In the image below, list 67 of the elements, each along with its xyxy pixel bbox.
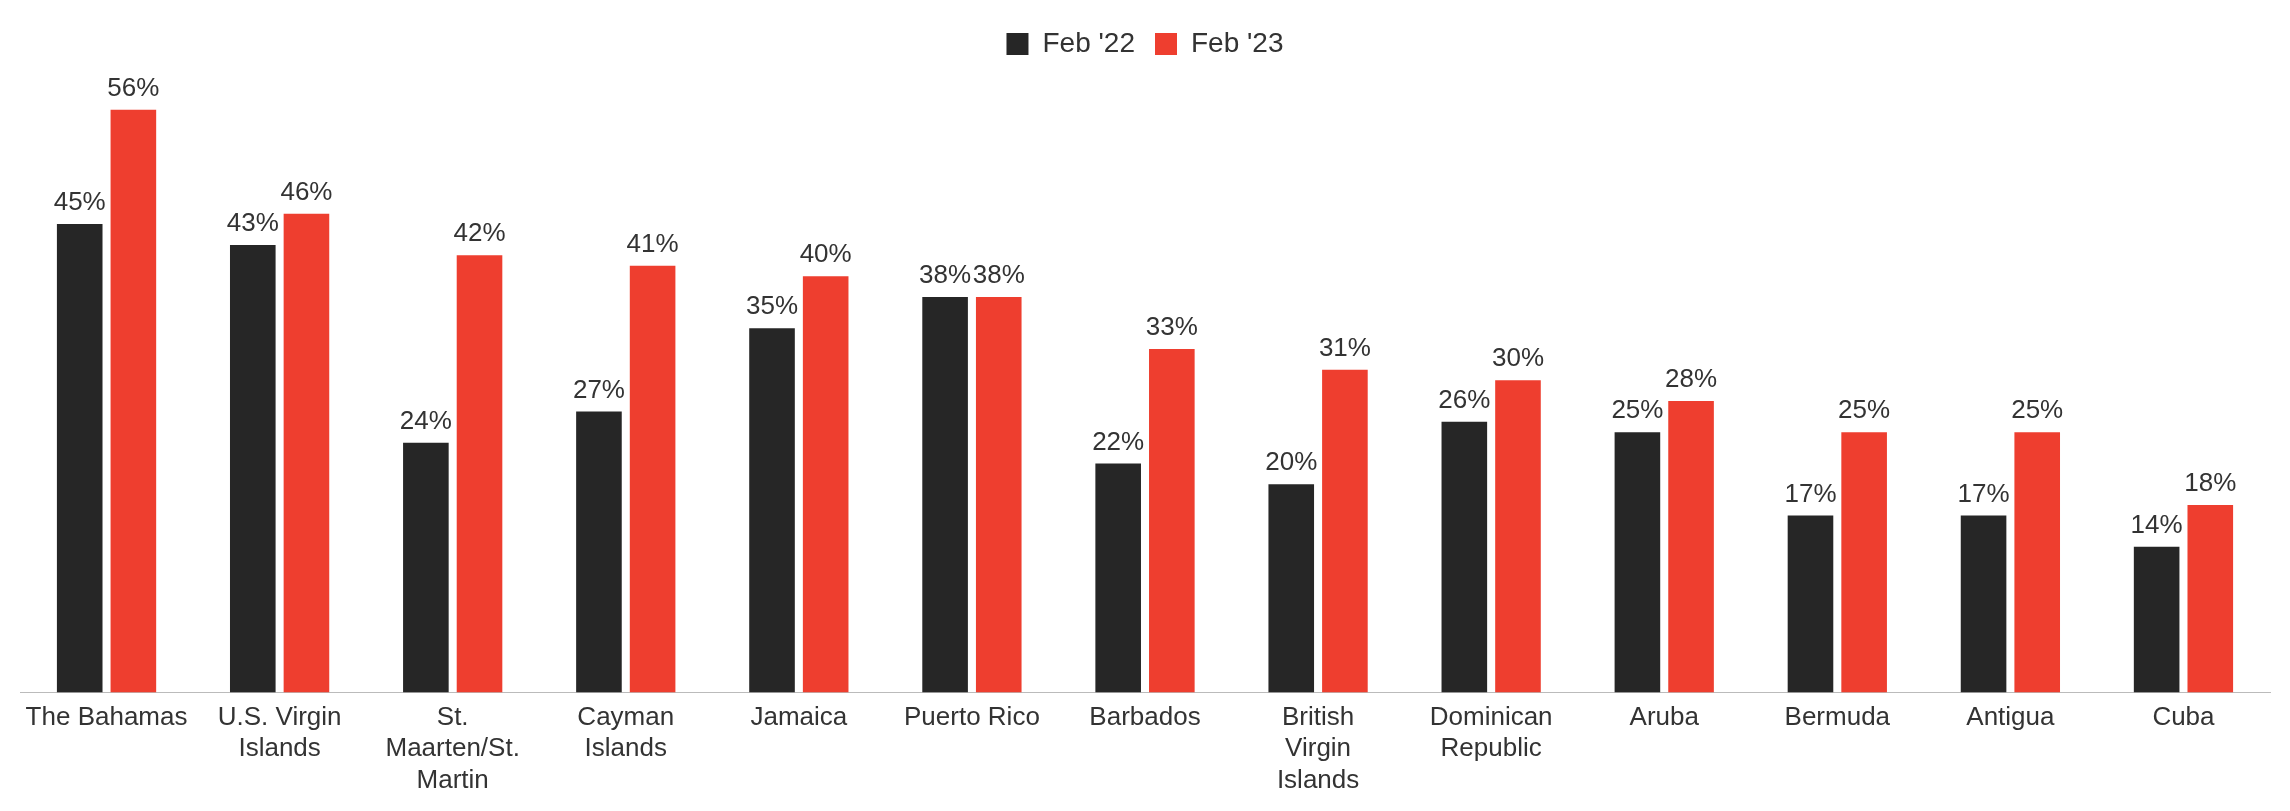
bar	[2014, 432, 2061, 693]
bar	[456, 255, 503, 693]
data-label: 27%	[572, 373, 625, 404]
data-label: 26%	[1438, 384, 1491, 414]
data-label: 17%	[1957, 477, 2010, 508]
data-label: 33%	[1145, 311, 1198, 342]
bar	[229, 244, 276, 693]
data-label: 20%	[1265, 446, 1318, 477]
legend-label: Feb '22	[1042, 26, 1136, 58]
bar	[1495, 380, 1541, 693]
bar	[1668, 401, 1714, 693]
bar	[576, 411, 622, 693]
bar	[56, 224, 103, 693]
data-label: 56%	[107, 71, 160, 102]
bar	[1149, 348, 1195, 693]
data-label: 14%	[2130, 508, 2183, 539]
data-label: 42%	[453, 217, 506, 248]
data-label: 43%	[226, 207, 279, 238]
legend-label: Feb '23	[1191, 26, 1284, 58]
bar	[403, 442, 449, 693]
x-tick-label: Bermuda	[1784, 701, 1891, 732]
x-tick-label: Barbados	[1089, 701, 1201, 732]
data-label: 18%	[2184, 467, 2237, 498]
data-label: 25%	[1838, 394, 1891, 425]
x-tick-label: Dominican Republic	[1429, 701, 1553, 763]
data-label: 46%	[280, 175, 333, 206]
bar	[922, 296, 968, 693]
bar	[1095, 463, 1141, 693]
data-label: 35%	[746, 290, 799, 321]
x-tick-label: U.S. Virgin Islands	[217, 701, 342, 763]
x-tick-label: St. Maarten/St. Martin	[385, 701, 520, 794]
bar	[629, 265, 676, 693]
data-label: 40%	[799, 238, 852, 269]
x-tick-label: Cuba	[2152, 701, 2216, 732]
x-tick-label: Aruba	[1629, 701, 1700, 732]
x-tick-label: The Bahamas	[25, 701, 188, 732]
x-tick-label: British Virgin Islands	[1276, 701, 1360, 794]
x-tick-label: Cayman Islands	[577, 701, 675, 763]
data-label: 25%	[1611, 394, 1664, 425]
data-label: 38%	[972, 259, 1025, 290]
data-label: 22%	[1092, 425, 1145, 456]
bar	[749, 328, 795, 693]
bar	[283, 213, 330, 693]
data-label: 28%	[1665, 363, 1718, 394]
bar	[1787, 515, 1834, 693]
bar	[2187, 505, 2234, 693]
bar	[802, 276, 849, 693]
bar	[1960, 515, 2007, 693]
bar	[1841, 432, 1887, 693]
data-label: 17%	[1784, 477, 1837, 508]
x-tick-label: Antigua	[1966, 701, 2056, 732]
data-label: 31%	[1318, 331, 1371, 362]
data-label: 25%	[2011, 394, 2064, 425]
data-label: 41%	[626, 227, 679, 258]
bar	[1441, 421, 1488, 693]
data-label: 45%	[53, 186, 106, 217]
bar	[1268, 484, 1315, 693]
data-label: 24%	[399, 404, 452, 435]
bar	[1322, 369, 1368, 693]
x-tick-label: Jamaica	[750, 701, 848, 732]
bar	[110, 109, 157, 693]
bar	[975, 296, 1022, 693]
bar	[2133, 546, 2180, 693]
bar	[1614, 432, 1661, 693]
data-label: 38%	[919, 259, 972, 290]
x-tick-label: Puerto Rico	[904, 701, 1040, 732]
data-label: 30%	[1491, 342, 1544, 373]
